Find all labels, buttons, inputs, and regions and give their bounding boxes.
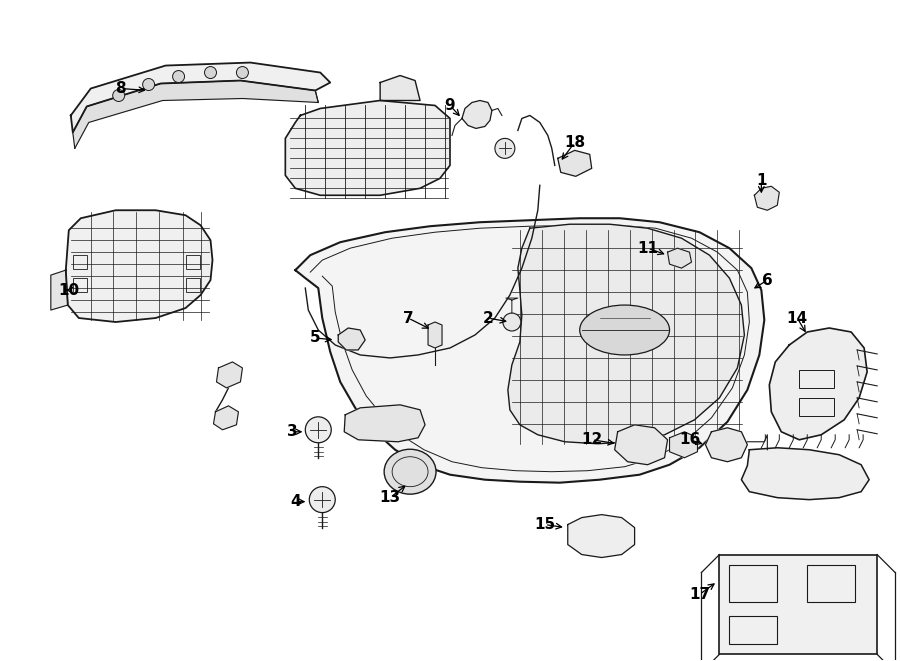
Text: 9: 9 [445,98,455,113]
Text: 16: 16 [679,432,700,447]
Polygon shape [428,322,442,348]
Polygon shape [295,218,764,483]
Text: 12: 12 [581,432,602,447]
Bar [185,255,200,269]
Bar [73,278,86,292]
Circle shape [204,67,217,79]
Text: 13: 13 [380,490,400,505]
Polygon shape [508,224,744,444]
Polygon shape [213,406,238,430]
Polygon shape [73,81,319,148]
Text: 5: 5 [310,330,320,346]
Polygon shape [217,362,242,388]
Circle shape [173,71,184,83]
Text: 10: 10 [58,283,79,297]
Circle shape [237,67,248,79]
Text: 4: 4 [290,494,301,509]
Text: 17: 17 [688,587,710,602]
Bar [799,398,834,416]
Circle shape [142,79,155,91]
Polygon shape [742,447,869,500]
Polygon shape [558,151,591,176]
Polygon shape [706,428,747,462]
Text: 11: 11 [637,241,658,256]
Text: 7: 7 [403,311,413,325]
Text: 8: 8 [115,81,126,96]
Bar [73,255,86,269]
Polygon shape [285,100,450,195]
Circle shape [503,313,521,331]
Circle shape [495,138,515,159]
Text: 6: 6 [762,272,773,288]
Circle shape [305,417,331,443]
Text: 18: 18 [564,135,585,150]
Polygon shape [754,186,779,210]
Polygon shape [568,515,634,557]
Polygon shape [770,328,867,440]
Polygon shape [615,425,668,465]
Polygon shape [344,405,425,442]
Text: 15: 15 [535,517,555,532]
Polygon shape [71,63,330,132]
Polygon shape [670,432,698,457]
Text: 14: 14 [787,311,808,325]
Bar [729,617,778,644]
Polygon shape [50,270,68,310]
Polygon shape [66,210,212,322]
Bar [719,555,878,654]
Ellipse shape [580,305,670,355]
Text: 1: 1 [756,173,767,188]
Bar [799,370,834,388]
Circle shape [112,89,125,102]
Polygon shape [338,328,365,350]
Bar [807,564,855,602]
Polygon shape [668,248,691,268]
Bar [185,278,200,292]
Polygon shape [380,75,420,100]
Text: 3: 3 [287,424,298,440]
Circle shape [310,486,335,513]
Ellipse shape [384,449,436,494]
Polygon shape [462,100,492,128]
Text: 2: 2 [482,311,493,325]
Bar [729,564,778,602]
